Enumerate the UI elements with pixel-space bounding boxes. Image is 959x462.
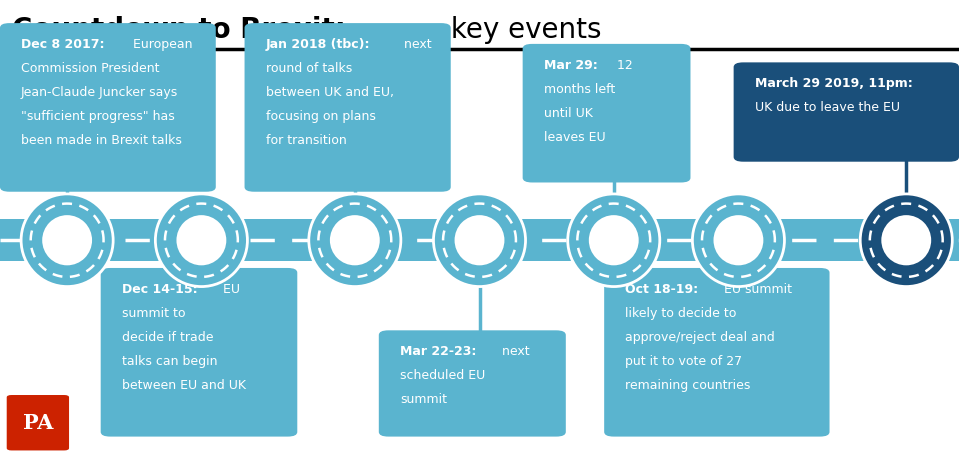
- Text: European: European: [129, 38, 193, 51]
- Text: "sufficient progress" has: "sufficient progress" has: [21, 110, 175, 123]
- FancyBboxPatch shape: [7, 395, 69, 450]
- Ellipse shape: [309, 194, 401, 286]
- Text: EU summit: EU summit: [719, 283, 791, 296]
- Ellipse shape: [433, 194, 526, 286]
- Ellipse shape: [589, 215, 639, 265]
- Text: next: next: [401, 38, 433, 51]
- Text: 12: 12: [613, 59, 633, 72]
- Text: Countdown to Brexit:: Countdown to Brexit:: [12, 16, 345, 44]
- Ellipse shape: [713, 215, 763, 265]
- Text: leaves EU: leaves EU: [544, 131, 605, 144]
- Text: Jean-Claude Juncker says: Jean-Claude Juncker says: [21, 86, 178, 99]
- Text: decide if trade: decide if trade: [122, 331, 213, 344]
- Text: focusing on plans: focusing on plans: [266, 110, 376, 123]
- Text: round of talks: round of talks: [266, 62, 352, 75]
- Ellipse shape: [42, 215, 92, 265]
- Ellipse shape: [330, 215, 380, 265]
- Text: likely to decide to: likely to decide to: [625, 307, 737, 320]
- Text: EU: EU: [220, 283, 241, 296]
- FancyBboxPatch shape: [245, 23, 451, 192]
- Text: Dec 8 2017:: Dec 8 2017:: [21, 38, 105, 51]
- Text: Mar 22-23:: Mar 22-23:: [400, 345, 477, 358]
- Ellipse shape: [176, 215, 226, 265]
- Text: Oct 18-19:: Oct 18-19:: [625, 283, 698, 296]
- FancyBboxPatch shape: [0, 23, 216, 192]
- Ellipse shape: [881, 215, 931, 265]
- Text: until UK: until UK: [544, 107, 593, 120]
- Text: Dec 14-15:: Dec 14-15:: [122, 283, 198, 296]
- Ellipse shape: [692, 194, 784, 286]
- Text: summit: summit: [400, 393, 447, 406]
- Text: UK due to leave the EU: UK due to leave the EU: [755, 101, 900, 114]
- FancyBboxPatch shape: [101, 268, 297, 437]
- Text: put it to vote of 27: put it to vote of 27: [625, 355, 742, 368]
- Text: months left: months left: [544, 83, 615, 96]
- Text: PA: PA: [23, 413, 53, 433]
- FancyBboxPatch shape: [523, 44, 690, 182]
- Text: between UK and EU,: between UK and EU,: [266, 86, 393, 99]
- Ellipse shape: [155, 194, 247, 286]
- FancyBboxPatch shape: [379, 330, 566, 437]
- FancyBboxPatch shape: [604, 268, 830, 437]
- Text: Commission President: Commission President: [21, 62, 159, 75]
- Text: approve/reject deal and: approve/reject deal and: [625, 331, 775, 344]
- Text: been made in Brexit talks: been made in Brexit talks: [21, 134, 182, 147]
- FancyBboxPatch shape: [0, 219, 959, 261]
- Text: between EU and UK: between EU and UK: [122, 379, 246, 392]
- Text: for transition: for transition: [266, 134, 346, 147]
- Text: summit to: summit to: [122, 307, 185, 320]
- Ellipse shape: [455, 215, 504, 265]
- Text: key events: key events: [442, 16, 602, 44]
- Text: Mar 29:: Mar 29:: [544, 59, 597, 72]
- Text: Jan 2018 (tbc):: Jan 2018 (tbc):: [266, 38, 370, 51]
- Ellipse shape: [21, 194, 113, 286]
- Text: talks can begin: talks can begin: [122, 355, 218, 368]
- Text: March 29 2019, 11pm:: March 29 2019, 11pm:: [755, 77, 912, 90]
- Ellipse shape: [568, 194, 660, 286]
- Text: remaining countries: remaining countries: [625, 379, 751, 392]
- Text: scheduled EU: scheduled EU: [400, 369, 485, 382]
- FancyBboxPatch shape: [734, 62, 959, 162]
- Text: next: next: [499, 345, 530, 358]
- Ellipse shape: [860, 194, 952, 286]
